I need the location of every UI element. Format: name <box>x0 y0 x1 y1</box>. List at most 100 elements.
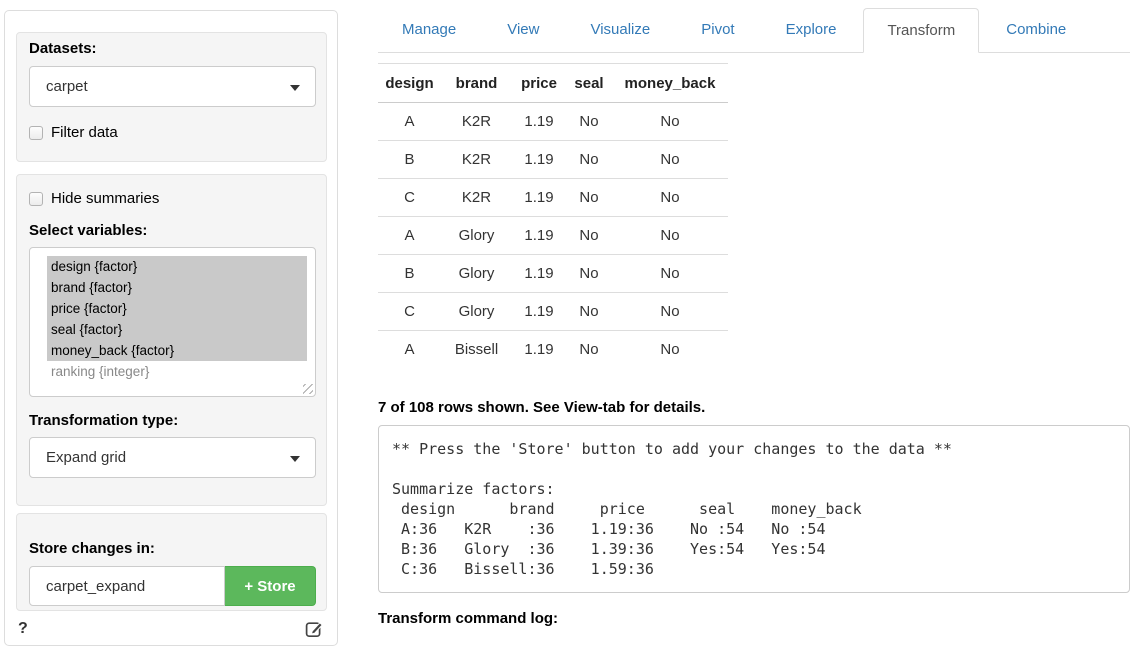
summary-output: ** Press the 'Store' button to add your … <box>378 424 1130 593</box>
transform-panel: Hide summaries Select variables: design … <box>16 174 327 506</box>
sidebar-footer: ? <box>18 619 324 638</box>
tab-label: Visualize <box>590 21 651 38</box>
edit-icon[interactable] <box>305 619 324 638</box>
variable-option[interactable]: price {factor} <box>47 298 307 319</box>
table-row: B Glory 1.19 No No <box>378 254 728 293</box>
table-cell: C <box>378 292 441 331</box>
table-cell: Glory <box>441 216 512 255</box>
variable-option[interactable]: brand {factor} <box>47 277 307 298</box>
chevron-down-icon <box>290 85 300 91</box>
table-cell: K2R <box>441 178 512 217</box>
table-cell: 1.19 <box>512 216 566 255</box>
tab-manage[interactable]: Manage <box>378 8 480 52</box>
tab-label: Explore <box>785 21 837 38</box>
table-cell: No <box>579 113 599 130</box>
transformation-selected-value: Expand grid <box>46 449 127 466</box>
datasets-panel: Datasets: carpet Filter data <box>16 32 327 162</box>
tab-bar: Manage View Visualize Pivot Explore Transform… <box>378 8 1130 53</box>
main-content: Manage View Visualize Pivot Explore Transform… <box>378 8 1130 627</box>
table-cell: B <box>378 254 441 293</box>
tab-label: View <box>507 21 540 38</box>
help-icon[interactable]: ? <box>18 619 28 637</box>
table-cell: C <box>378 178 441 217</box>
plus-icon: + <box>244 577 254 595</box>
tab-label: Combine <box>1006 21 1067 38</box>
variables-multiselect[interactable]: design {factor} brand {factor} price {fact… <box>29 247 316 397</box>
table-cell: B <box>378 140 441 179</box>
store-panel: Store changes in: + Store <box>16 513 327 611</box>
table-cell: Glory <box>441 254 512 293</box>
hide-summaries-row: Hide summaries <box>29 190 314 207</box>
store-changes-label: Store changes in: <box>29 540 155 557</box>
table-cell: 1.19 <box>524 113 554 130</box>
table-row: C K2R 1.19 No No <box>378 178 728 217</box>
table-cell: Glory <box>441 292 512 331</box>
variable-option[interactable]: money_back {factor} <box>47 340 307 361</box>
tab-combine[interactable]: Combine <box>982 8 1090 52</box>
table-cell: 1.19 <box>512 330 566 369</box>
table-cell: No <box>660 113 680 130</box>
sidebar: Datasets: carpet Filter data Hide summar… <box>4 10 338 646</box>
tab-transform[interactable]: Transform <box>863 8 980 53</box>
table-row: A K2R 1.19 No No <box>378 103 728 141</box>
table-cell: No <box>612 330 728 369</box>
column-header: money_back <box>612 63 728 103</box>
column-header: seal <box>566 63 612 103</box>
tab-label: Pivot <box>701 21 735 38</box>
table-header-row: design brand price seal money_back <box>378 63 728 103</box>
transformation-type-select[interactable]: Expand grid <box>29 437 316 478</box>
table-cell: K2R <box>461 113 492 130</box>
variable-option[interactable]: seal {factor} <box>47 319 307 340</box>
table-cell: No <box>566 216 612 255</box>
table-cell: No <box>612 292 728 331</box>
tab-view[interactable]: View <box>483 8 563 52</box>
filter-data-row: Filter data <box>29 124 314 141</box>
table-cell: 1.19 <box>512 178 566 217</box>
transformation-type-label: Transformation type: <box>29 412 179 429</box>
table-cell: A <box>378 216 441 255</box>
table-cell: No <box>566 178 612 217</box>
hide-summaries-checkbox[interactable] <box>29 191 43 206</box>
column-header: price <box>512 63 566 103</box>
table-cell: K2R <box>441 140 512 179</box>
dataset-select[interactable]: carpet <box>29 66 316 107</box>
table-cell: 1.19 <box>512 140 566 179</box>
table-row: C Glory 1.19 No No <box>378 292 728 331</box>
table-cell: No <box>612 178 728 217</box>
table-cell: No <box>566 140 612 179</box>
select-variables-label: Select variables: <box>29 222 148 239</box>
column-header: design <box>378 63 441 103</box>
table-cell: No <box>566 292 612 331</box>
table-cell: No <box>566 330 612 369</box>
tab-pivot[interactable]: Pivot <box>677 8 758 52</box>
tab-label: Transform <box>887 22 956 39</box>
store-button[interactable]: + Store <box>225 566 316 606</box>
table-cell: Bissell <box>441 330 512 369</box>
filter-data-label: Filter data <box>51 124 118 141</box>
table-cell: No <box>566 254 612 293</box>
chevron-down-icon <box>290 456 300 462</box>
table-cell: No <box>612 140 728 179</box>
filter-data-checkbox[interactable] <box>29 125 43 140</box>
table-cell: No <box>612 216 728 255</box>
store-input-group: + Store <box>29 566 316 606</box>
table-row: A Glory 1.19 No No <box>378 216 728 255</box>
store-button-label: Store <box>257 577 296 595</box>
rows-shown-note: 7 of 108 rows shown. See View-tab for de… <box>378 398 706 416</box>
hide-summaries-label: Hide summaries <box>51 190 160 207</box>
store-name-input[interactable] <box>29 566 225 606</box>
table-cell: No <box>612 254 728 293</box>
tab-explore[interactable]: Explore <box>762 8 861 52</box>
table-cell: 1.19 <box>512 292 566 331</box>
column-header: brand <box>441 63 512 103</box>
table-cell: A <box>404 113 415 130</box>
table-row: B K2R 1.19 No No <box>378 140 728 179</box>
datasets-label: Datasets: <box>29 40 97 57</box>
tab-visualize[interactable]: Visualize <box>566 8 674 52</box>
table-cell: 1.19 <box>512 254 566 293</box>
resize-handle[interactable] <box>303 384 313 394</box>
table-row: A Bissell 1.19 No No <box>378 330 728 369</box>
variable-option[interactable]: ranking {integer} <box>51 364 150 379</box>
variable-option[interactable]: design {factor} <box>47 256 307 277</box>
table-cell: A <box>378 330 441 369</box>
